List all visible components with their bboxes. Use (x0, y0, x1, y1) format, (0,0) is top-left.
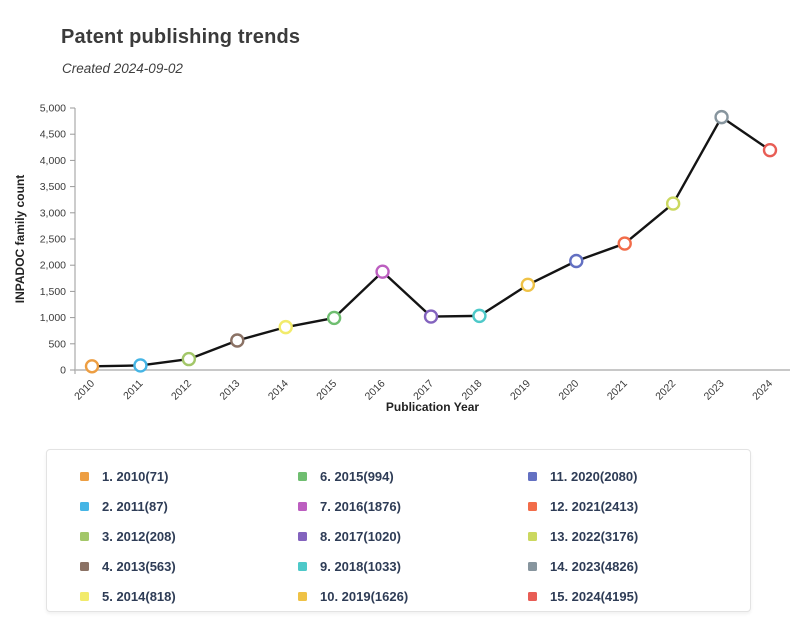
legend-swatch (80, 501, 89, 511)
legend-item: 14. 2023(4826) (528, 551, 750, 581)
legend-item: 12. 2021(2413) (528, 491, 750, 521)
legend-swatch (528, 561, 537, 571)
line-chart-svg: 0 500 1,000 1,500 2,000 2,500 3,000 3,500 4,000 4… (13, 103, 790, 414)
legend-label: 10. 2019(1626) (320, 588, 409, 604)
data-point-2022 (665, 196, 681, 211)
x-tick-label: 2022 (653, 378, 678, 403)
x-tick-label: 2017 (411, 378, 436, 403)
y-tick-label: 3,500 (40, 181, 66, 193)
data-point-2018 (472, 308, 487, 324)
legend-label: 8. 2017(1020) (320, 528, 401, 544)
legend-item: 8. 2017(1020) (298, 521, 528, 551)
x-tick-label: 2024 (750, 378, 775, 403)
data-point-2021 (617, 236, 632, 251)
legend-label: 7. 2016(1876) (320, 498, 401, 514)
y-tick-label: 3,000 (40, 207, 66, 219)
series-line (91, 115, 771, 368)
y-tick-label: 4,500 (40, 129, 66, 141)
legend-swatch (528, 531, 537, 541)
legend-item: 9. 2018(1033) (298, 551, 528, 581)
y-tick-label: 2,500 (40, 234, 66, 246)
legend-label: 1. 2010(71) (102, 468, 169, 484)
legend-label: 3. 2012(208) (102, 528, 176, 544)
legend-swatch (298, 561, 307, 571)
data-point-2010 (84, 359, 100, 374)
legend-label: 2. 2011(87) (102, 498, 168, 514)
legend-swatch (528, 471, 537, 481)
legend-swatch (528, 501, 537, 511)
y-tick-label: 1,500 (40, 286, 66, 298)
line-chart: 0 500 1,000 1,500 2,000 2,500 3,000 3,500 4,000 4… (0, 95, 800, 425)
data-point-2014 (278, 319, 293, 335)
legend-label: 9. 2018(1033) (320, 558, 401, 574)
y-tick-label: 2,000 (40, 260, 66, 272)
data-point-2020 (569, 253, 584, 269)
y-tick-label: 5,000 (40, 103, 66, 115)
legend-item: 6. 2015(994) (298, 461, 528, 491)
legend-label: 5. 2014(818) (102, 588, 176, 604)
legend-swatch (80, 471, 89, 481)
y-axis-title: INPADOC family count (13, 175, 27, 303)
legend-item: 4. 2013(563) (80, 551, 298, 581)
x-tick-label: 2013 (217, 378, 242, 403)
x-axis-title: Publication Year (386, 400, 479, 414)
legend-label: 6. 2015(994) (320, 468, 394, 484)
legend-item: 13. 2022(3176) (528, 521, 750, 551)
legend-item: 11. 2020(2080) (528, 461, 750, 491)
data-point-2012 (181, 351, 197, 367)
legend-item: 2. 2011(87) (80, 491, 298, 521)
legend-swatch (80, 561, 89, 571)
x-tick-label: 2023 (702, 378, 727, 403)
legend-item: 1. 2010(71) (80, 461, 298, 491)
x-tick-label: 2015 (314, 378, 339, 403)
x-tick-label: 2011 (121, 378, 146, 403)
legend-item: 15. 2024(4195) (528, 581, 750, 611)
legend-swatch (80, 591, 89, 601)
data-point-2017 (423, 309, 439, 324)
page-title: Patent publishing trends (61, 26, 301, 48)
data-point-2015 (326, 310, 342, 326)
y-tick-label: 1,000 (40, 312, 66, 324)
legend-item: 5. 2014(818) (80, 581, 298, 611)
legend-label: 14. 2023(4826) (550, 558, 639, 574)
legend-swatch (298, 501, 307, 511)
x-tick-label: 2010 (72, 378, 97, 403)
x-tick-label: 2014 (266, 378, 291, 403)
legend: 1. 2010(71) 2. 2011(87) 3. 2012(208) 4. 201… (46, 449, 751, 612)
legend-item: 3. 2012(208) (80, 521, 298, 551)
y-tick-label: 4,000 (40, 155, 66, 167)
x-tick-label: 2016 (363, 378, 388, 403)
x-tick-label: 2018 (460, 378, 485, 403)
legend-item: 7. 2016(1876) (298, 491, 528, 521)
legend-swatch (528, 591, 537, 601)
legend-label: 13. 2022(3176) (550, 528, 639, 544)
y-tick-label: 500 (48, 338, 66, 350)
legend-label: 15. 2024(4195) (550, 588, 639, 604)
data-point-2013 (230, 333, 245, 348)
legend-label: 4. 2013(563) (102, 558, 176, 574)
legend-swatch (298, 531, 307, 541)
data-point-2016 (375, 264, 390, 279)
legend-swatch (298, 471, 307, 481)
legend-swatch (80, 531, 89, 541)
data-point-2024 (762, 142, 778, 158)
data-point-2023 (714, 109, 729, 125)
x-tick-label: 2019 (508, 378, 533, 403)
legend-swatch (298, 591, 307, 601)
x-tick-label: 2021 (605, 378, 630, 403)
data-point-2019 (520, 277, 536, 292)
legend-label: 12. 2021(2413) (550, 498, 639, 514)
y-tick-label: 0 (60, 365, 66, 377)
created-date: Created 2024-09-02 (62, 61, 183, 76)
x-tick-label: 2012 (169, 378, 194, 403)
x-tick-label: 2020 (556, 378, 581, 403)
legend-label: 11. 2020(2080) (550, 468, 638, 484)
legend-item: 10. 2019(1626) (298, 581, 528, 611)
data-point-2011 (133, 358, 148, 373)
